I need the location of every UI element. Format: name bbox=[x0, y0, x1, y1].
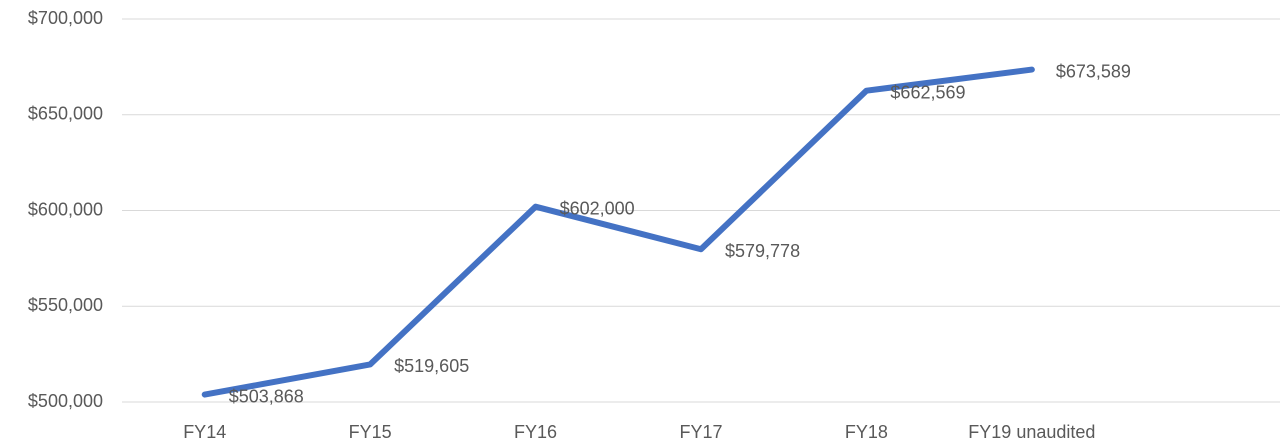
y-tick-label: $600,000 bbox=[28, 199, 103, 219]
x-tick-label: FY18 bbox=[845, 422, 888, 442]
data-label: $673,589 bbox=[1056, 61, 1131, 81]
data-label: $519,605 bbox=[394, 356, 469, 376]
data-label: $579,778 bbox=[725, 241, 800, 261]
data-label: $662,569 bbox=[890, 82, 965, 102]
data-label: $503,868 bbox=[229, 386, 304, 406]
x-tick-label: FY15 bbox=[349, 422, 392, 442]
y-tick-label: $500,000 bbox=[28, 391, 103, 411]
y-tick-label: $650,000 bbox=[28, 104, 103, 124]
x-tick-label: FY14 bbox=[183, 422, 226, 442]
data-label: $602,000 bbox=[560, 198, 635, 218]
line bbox=[201, 66, 1035, 398]
x-tick-label: FY17 bbox=[679, 422, 722, 442]
x-tick-label: FY19 unaudited bbox=[968, 422, 1095, 442]
x-tick-label: FY16 bbox=[514, 422, 557, 442]
y-tick-label: $550,000 bbox=[28, 295, 103, 315]
y-tick-label: $700,000 bbox=[28, 8, 103, 28]
